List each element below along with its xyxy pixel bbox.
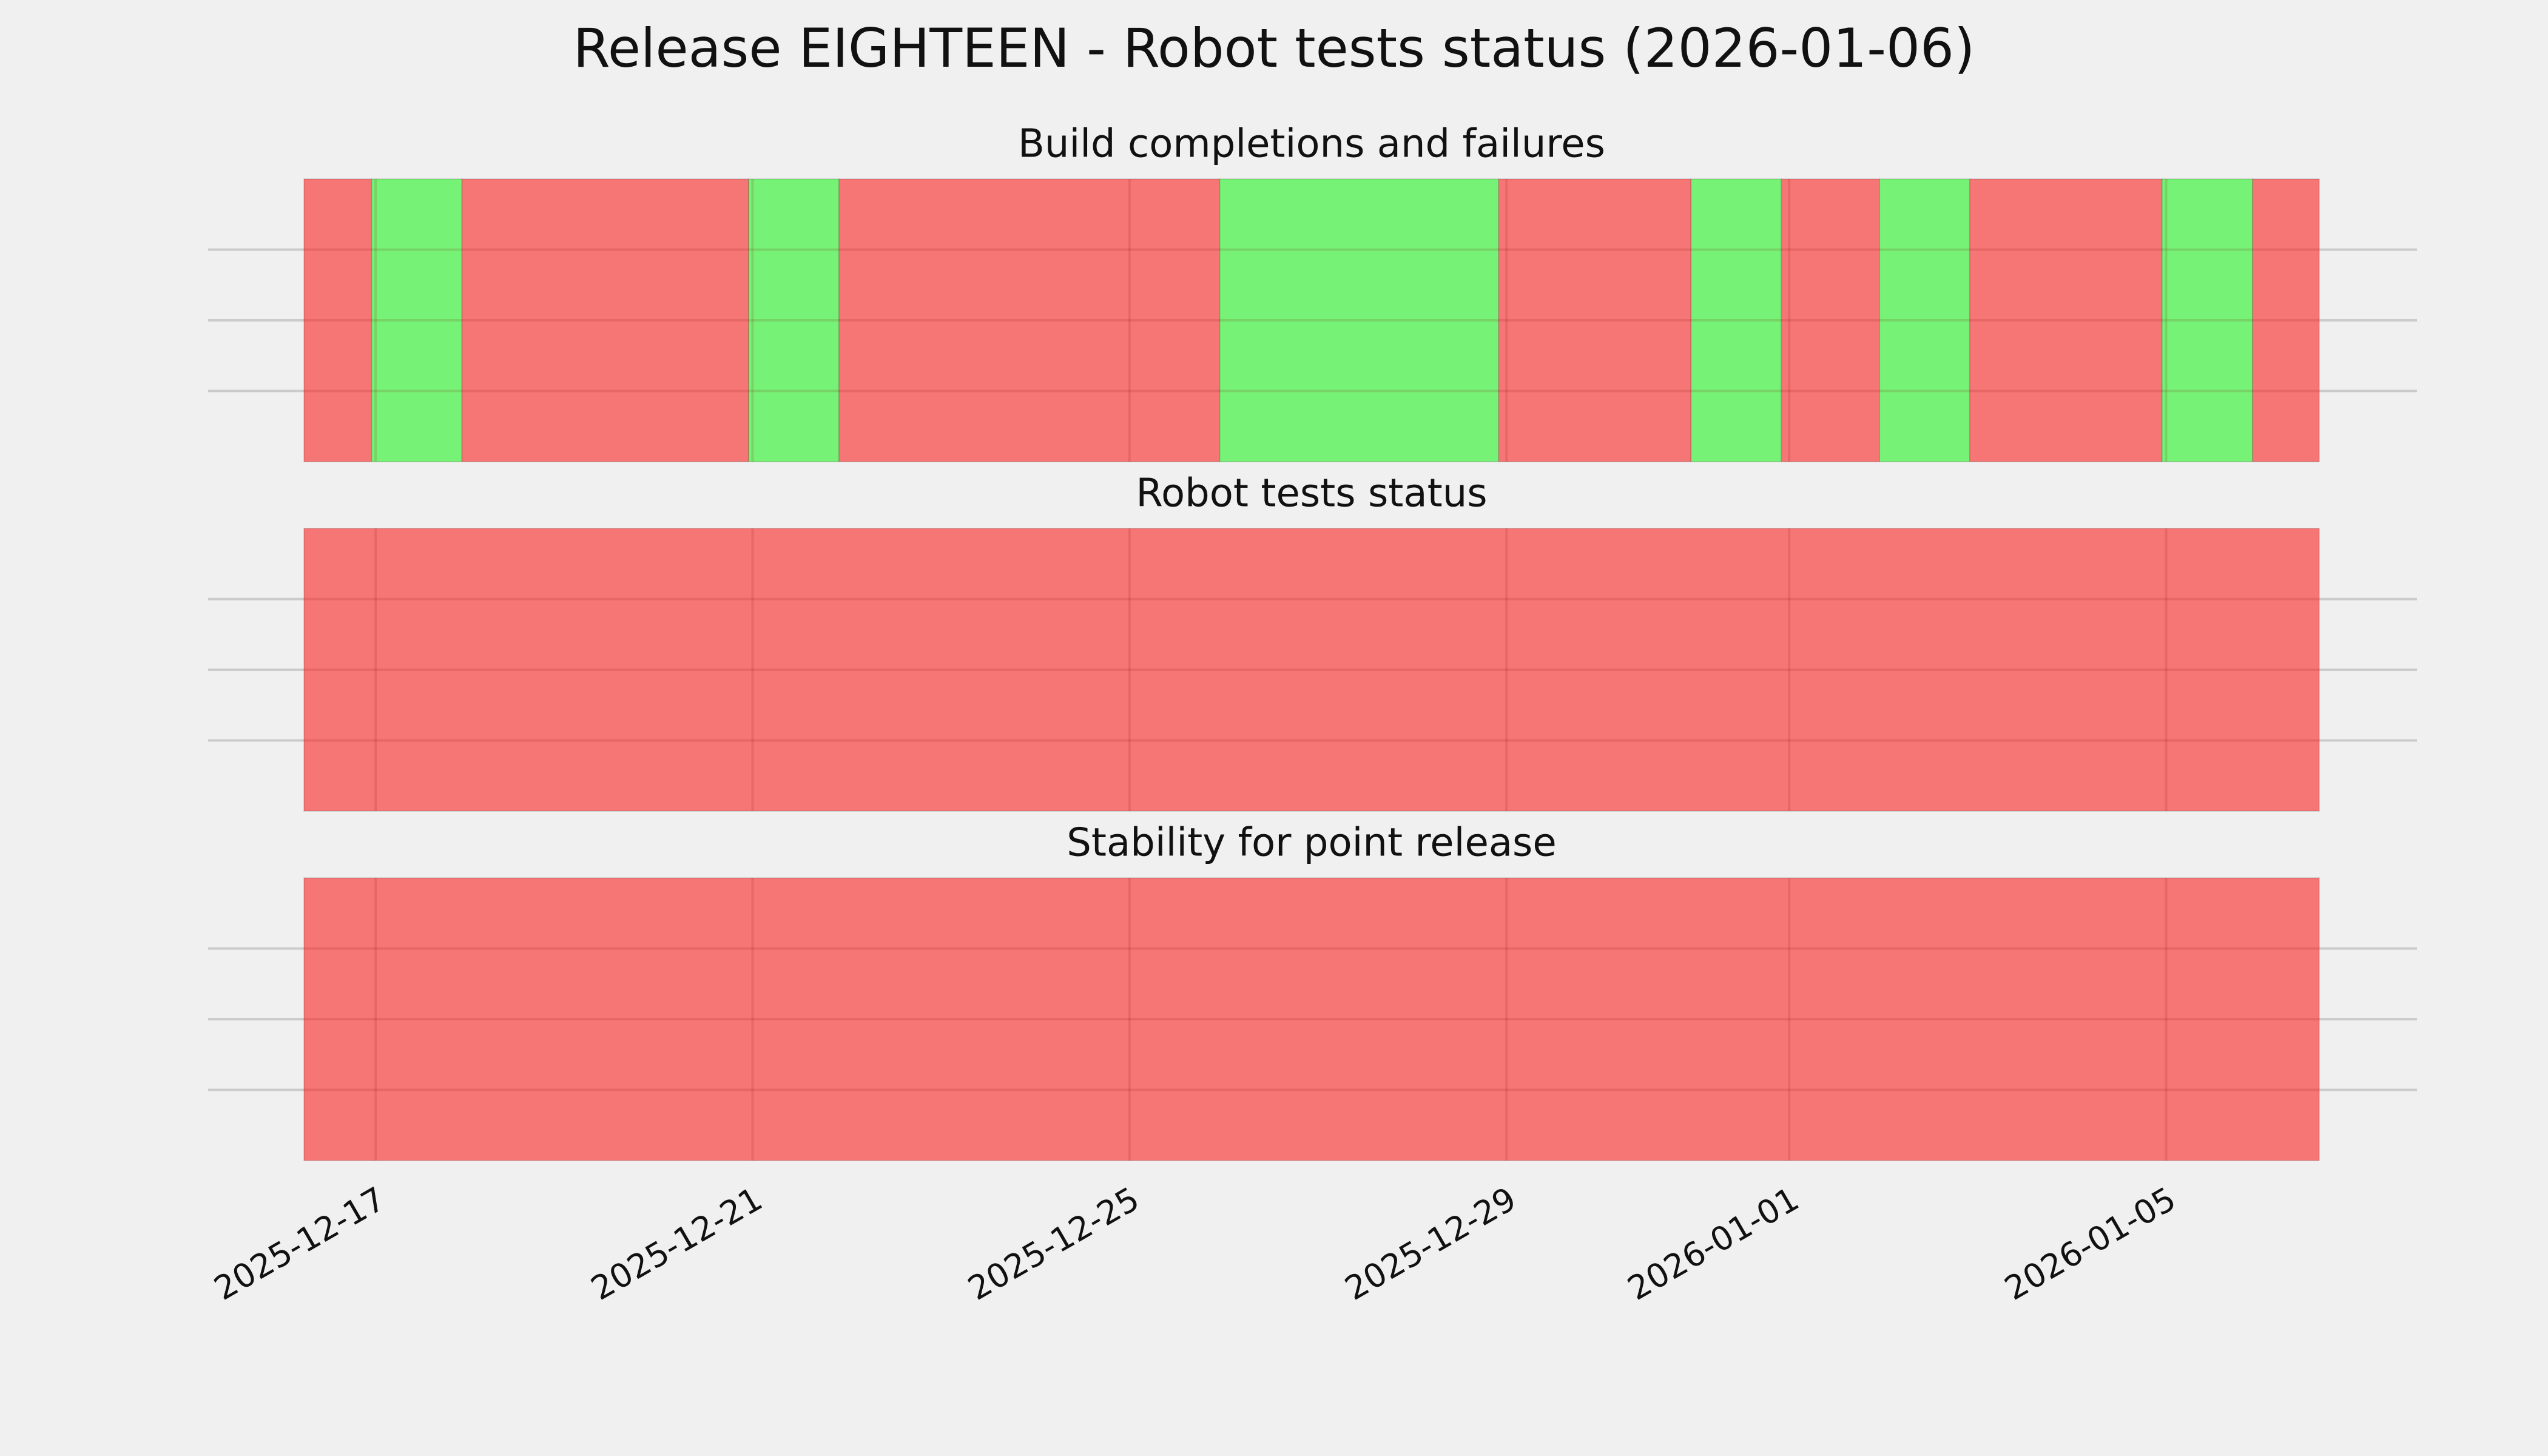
span	[838, 178, 1221, 462]
span	[2251, 178, 2320, 462]
span	[1219, 178, 1500, 462]
span	[461, 178, 750, 462]
span	[1969, 178, 2163, 462]
span	[303, 528, 2320, 812]
panel-title: Build completions and failures	[1018, 122, 1605, 167]
span	[1781, 178, 1881, 462]
panel-title: Robot tests status	[1136, 471, 1487, 516]
span	[1498, 178, 1692, 462]
chart-title: Release EIGHTEEN - Robot tests status (2…	[573, 17, 1975, 79]
span	[748, 178, 840, 462]
span	[303, 877, 2320, 1161]
span	[1879, 178, 1970, 462]
panel-title: Stability for point release	[1067, 821, 1557, 866]
span	[303, 178, 372, 462]
span	[2162, 178, 2253, 462]
span	[1690, 178, 1782, 462]
